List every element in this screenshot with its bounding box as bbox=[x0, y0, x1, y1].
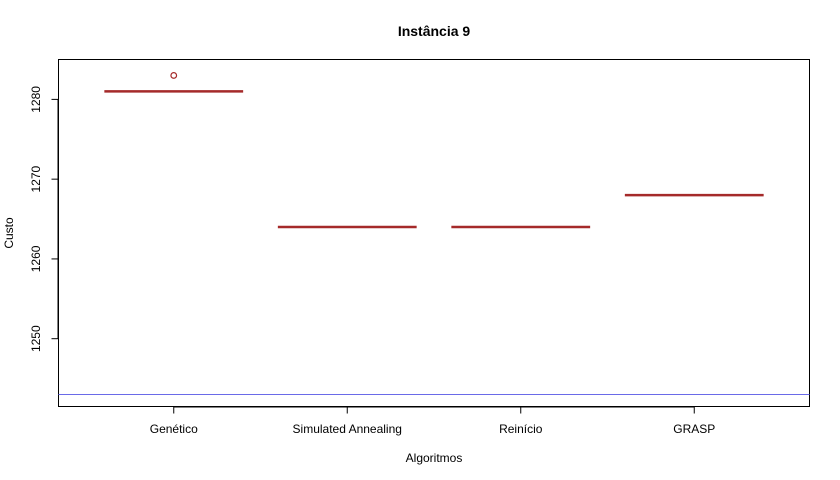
outlier-point bbox=[170, 72, 178, 79]
y-tick-label: 1250 bbox=[29, 325, 43, 352]
y-axis: 1250 1260 1270 1280 bbox=[29, 86, 59, 352]
x-tick-label: Reinício bbox=[499, 422, 543, 436]
chart-title: Instância 9 bbox=[398, 23, 471, 39]
y-tick-label: 1270 bbox=[29, 165, 43, 192]
x-tick-label: Genético bbox=[150, 422, 198, 436]
x-tick-label: Simulated Annealing bbox=[293, 422, 402, 436]
x-axis-label: Algoritmos bbox=[406, 451, 463, 465]
y-axis-label: Custo bbox=[2, 217, 16, 249]
chart-marks bbox=[58, 72, 810, 396]
y-tick-label: 1280 bbox=[29, 86, 43, 113]
plot-area-frame bbox=[58, 59, 810, 407]
x-axis: Genético Simulated Annealing Reinício GRASP bbox=[150, 406, 715, 436]
x-tick-label: GRASP bbox=[673, 422, 715, 436]
y-tick-label: 1260 bbox=[29, 245, 43, 272]
